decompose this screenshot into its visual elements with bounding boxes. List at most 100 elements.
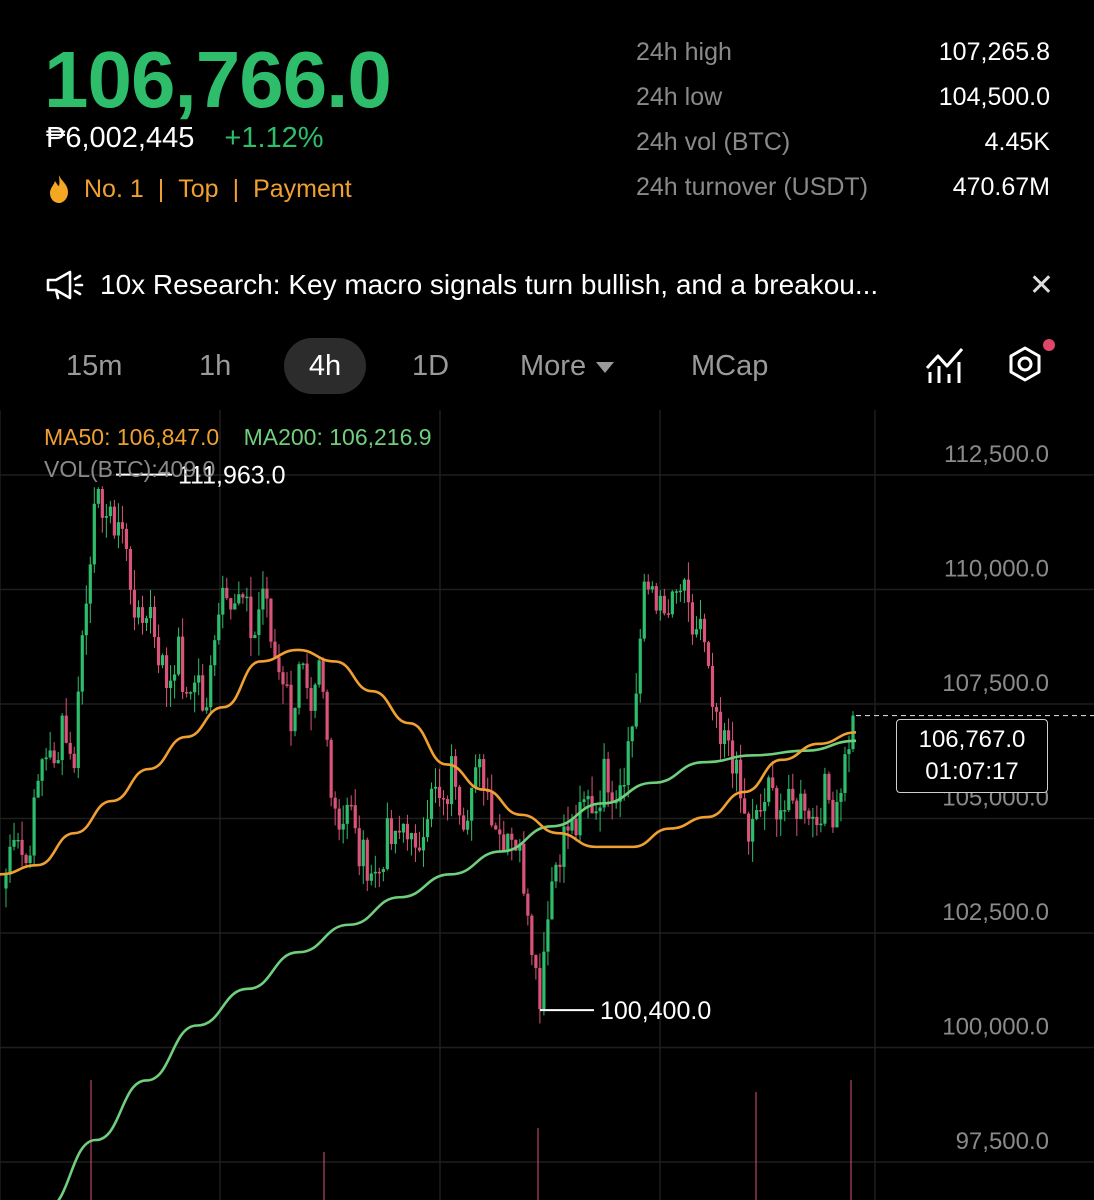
close-icon[interactable]: ✕ <box>1028 268 1054 302</box>
y-tick-label: 112,500.0 <box>944 441 1049 468</box>
candle-body <box>160 655 165 666</box>
candle-body <box>205 707 209 711</box>
candle-body <box>650 586 654 590</box>
candle-body <box>144 618 149 623</box>
stat-value: 107,265.8 <box>938 38 1050 66</box>
candlestick-chart[interactable]: 112,500.0110,000.0107,500.0105,000.0102,… <box>0 410 1094 1200</box>
candle-body <box>743 798 747 814</box>
tab-more-label: More <box>520 350 587 382</box>
candle-body <box>321 660 325 692</box>
stat-value: 104,500.0 <box>938 83 1050 111</box>
candle-body <box>666 613 670 615</box>
candle-body <box>526 893 530 916</box>
candle-body <box>96 489 100 504</box>
candle-body <box>253 634 257 639</box>
stat-label: 24h turnover (USDT) <box>636 173 869 201</box>
candle-body <box>156 637 161 666</box>
volume-bar <box>850 1080 852 1200</box>
candle-body <box>767 777 771 802</box>
candle-body <box>674 591 678 593</box>
tab-1h[interactable]: 1h <box>199 350 232 382</box>
candle-body <box>80 635 84 692</box>
candle-body <box>453 756 458 787</box>
candle-body <box>305 663 309 689</box>
candle-body <box>702 618 707 643</box>
volume-bar <box>755 1092 757 1200</box>
candle-body <box>518 843 522 851</box>
candle-body <box>759 810 763 812</box>
candle-body <box>478 759 482 768</box>
candle-body <box>389 818 393 845</box>
candle-body <box>261 588 265 610</box>
candle-body <box>365 839 369 881</box>
current-price-tag: 106,767.0 01:07:17 <box>896 719 1048 793</box>
candle-body <box>847 749 851 755</box>
chart-grid <box>0 410 1094 1200</box>
candle-body <box>494 825 498 830</box>
candle-body <box>433 786 438 789</box>
candle-body <box>48 750 52 758</box>
candle-body <box>32 797 36 856</box>
volume-legend: VOL(BTC):409.0 <box>44 456 216 482</box>
candle-body <box>582 799 586 803</box>
candle-body <box>530 915 534 956</box>
candle-body <box>694 629 699 635</box>
notification-dot <box>1043 339 1055 351</box>
candle-body <box>193 682 197 693</box>
candle-body <box>397 830 401 833</box>
tab-15m[interactable]: 15m <box>66 350 123 382</box>
news-banner[interactable]: 10x Research: Key macro signals turn bul… <box>44 262 1054 308</box>
tag-payment[interactable]: Payment <box>253 174 352 203</box>
candle-body <box>622 785 626 787</box>
candle-body <box>554 864 558 882</box>
candle-body <box>76 691 80 769</box>
candle-body <box>610 792 614 803</box>
candle-body <box>401 823 406 833</box>
candle-body <box>602 758 606 808</box>
candle-body <box>104 516 108 518</box>
candle-body <box>755 810 759 820</box>
candle-body <box>470 787 474 821</box>
tab-4h[interactable]: 4h <box>284 338 366 394</box>
settings-gear-icon[interactable] <box>1004 338 1064 390</box>
candle-body <box>369 873 373 881</box>
candle-body <box>405 823 410 840</box>
tag-rank[interactable]: No. 1 <box>84 174 144 203</box>
candle-body <box>538 967 542 1010</box>
tag-top[interactable]: Top <box>178 174 219 203</box>
tab-more[interactable]: More <box>520 338 615 394</box>
candle-body <box>337 808 341 830</box>
current-price-value: 106,767.0 <box>918 726 1026 753</box>
candle-body <box>325 691 329 740</box>
candle-body <box>361 839 365 867</box>
candle-body <box>763 801 767 812</box>
candle-body <box>349 804 353 807</box>
tab-1d[interactable]: 1D <box>412 350 450 382</box>
candle-body <box>88 564 92 604</box>
tab-mcap[interactable]: MCap <box>691 350 769 382</box>
volume-bar <box>537 1128 539 1200</box>
y-tick-label: 97,500.0 <box>956 1128 1049 1155</box>
candle-body <box>827 773 831 800</box>
y-tick-label: 107,500.0 <box>942 670 1049 697</box>
indicators-icon[interactable] <box>924 346 966 386</box>
candle-body <box>128 548 133 590</box>
candle-body <box>618 785 622 802</box>
candle-body <box>690 602 695 635</box>
candle-body <box>309 688 313 711</box>
candle-body <box>598 807 602 812</box>
candle-body <box>486 790 490 793</box>
megaphone-icon <box>46 270 84 300</box>
candle-body <box>285 684 289 686</box>
candle-body <box>120 522 125 529</box>
stat-24h-low: 24h low 104,500.0 <box>636 83 1050 128</box>
candle-body <box>542 951 546 1010</box>
y-tick-label: 100,000.0 <box>942 1014 1049 1041</box>
candle-body <box>381 869 385 872</box>
candle-body <box>277 657 281 673</box>
candle-body <box>4 874 8 889</box>
ma50-line <box>0 648 857 876</box>
candle-body <box>345 804 349 824</box>
news-text[interactable]: 10x Research: Key macro signals turn bul… <box>100 269 879 300</box>
ma-legend: MA50: 106,847.0 MA200: 106,216.9 <box>44 424 432 451</box>
